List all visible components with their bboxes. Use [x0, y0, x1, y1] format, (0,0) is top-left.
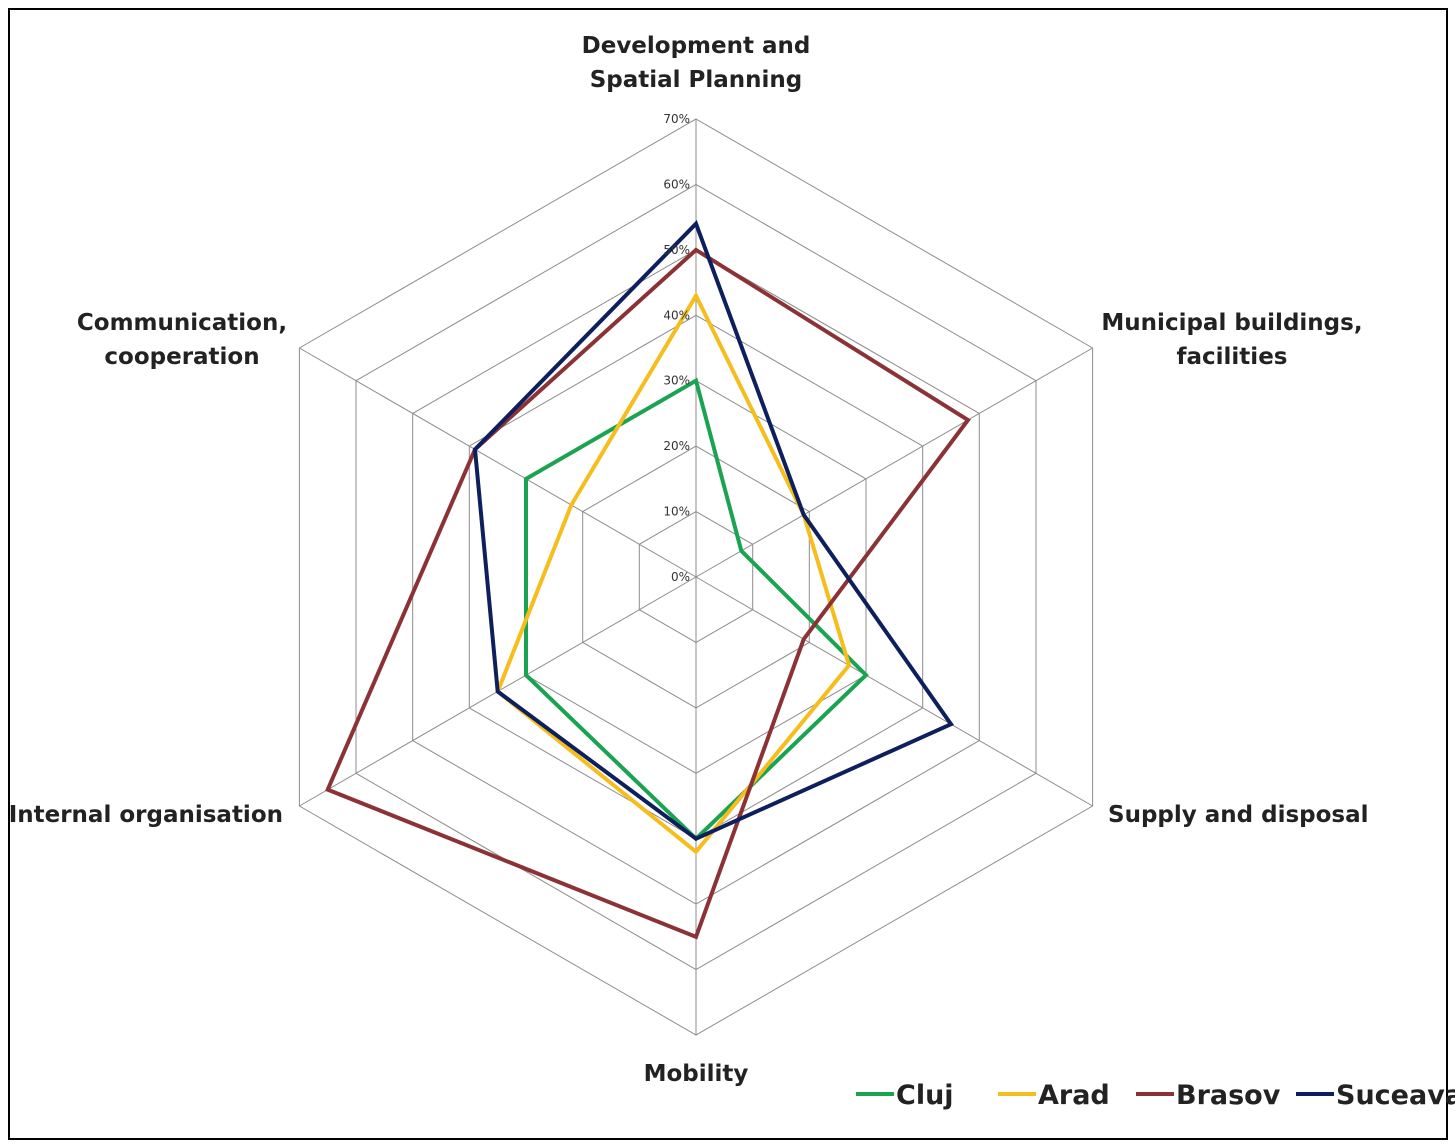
tick-label-5: 50%: [663, 243, 690, 257]
axis-label-0: Development and Spatial Planning: [582, 33, 811, 93]
tick-label-3: 30%: [663, 374, 690, 388]
axis-label-4: Internal organisation: [9, 802, 283, 828]
legend-label-suceava: Suceava: [1336, 1080, 1455, 1111]
axis-label-1: Municipal buildings, facilities: [1101, 310, 1362, 370]
axis-label-5: Communication, cooperation: [77, 310, 287, 370]
tick-label-6: 60%: [663, 177, 690, 191]
legend-label-arad: Arad: [1038, 1080, 1110, 1111]
radar-series: [325, 220, 971, 940]
legend: Cluj Arad Brasov Suceava: [856, 1080, 1455, 1111]
legend-label-cluj: Cluj: [896, 1080, 954, 1111]
axis-labels: Development and Spatial Planning Municipal…: [9, 33, 1369, 1087]
tick-label-4: 40%: [663, 308, 690, 322]
spoke-1: [695, 347, 1093, 578]
radial-tick-labels: 0% 10% 20% 30% 40% 50% 60% 70%: [663, 112, 690, 584]
series-brasov: [325, 247, 971, 940]
tick-label-0: 0%: [671, 570, 690, 584]
tick-label-7: 70%: [663, 112, 690, 126]
axis-label-3: Mobility: [644, 1061, 749, 1087]
tick-label-1: 10%: [663, 505, 690, 519]
series-suceava: [472, 220, 955, 842]
axis-label-2: Supply and disposal: [1108, 802, 1369, 828]
spoke-2: [695, 576, 1093, 807]
spoke-5: [299, 347, 697, 578]
radar-spokes: [299, 119, 1093, 1035]
legend-label-brasov: Brasov: [1176, 1080, 1281, 1111]
tick-label-2: 20%: [663, 439, 690, 453]
